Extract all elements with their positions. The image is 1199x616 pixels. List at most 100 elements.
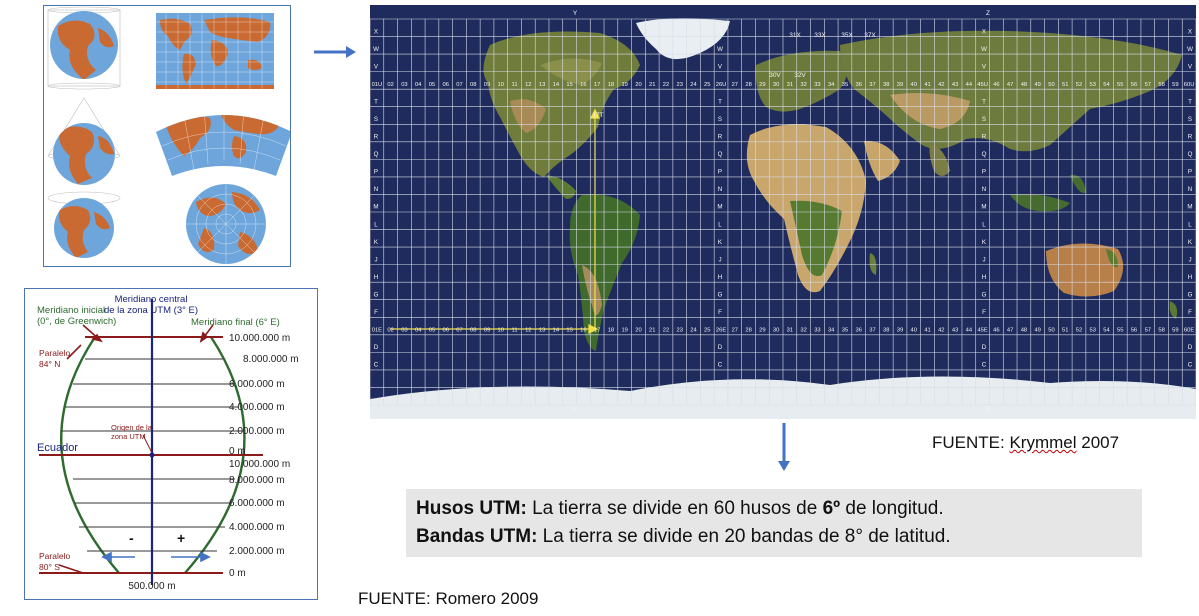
zone-number-label: 42 xyxy=(938,82,944,88)
zone-number-label: 05 xyxy=(429,82,435,88)
band-letter-label: M xyxy=(981,204,986,211)
down-arrow-icon xyxy=(778,423,790,471)
utm-grid xyxy=(370,18,1196,406)
bandas-text: La tierra se divide en 20 bandas de 8° d… xyxy=(537,526,951,547)
zone-number-label: 34 xyxy=(828,82,835,88)
band-letter-label: V xyxy=(374,63,379,70)
zone-number-label: 23 xyxy=(677,82,683,88)
zone-number-label: 28 xyxy=(745,328,751,334)
zone-number-label: 46 xyxy=(993,82,999,88)
initial-meridian-label: Meridiano inicial xyxy=(37,305,105,316)
zone-number-label: 58 xyxy=(1158,328,1164,334)
zone-number-label: 17 xyxy=(594,82,600,88)
zone-number-label: 25 xyxy=(704,328,710,334)
northing-label: 10.000.000 m xyxy=(229,333,290,344)
highlighted-zone-label: 17T xyxy=(592,112,603,119)
zone-number-label: 01E xyxy=(372,328,382,334)
utm-grid-map: Y Z X X X X W W W W V V V V 01U 02 03 04 05 06 07 08 09 10 11 12 1… xyxy=(370,5,1196,419)
band-letter-label: K xyxy=(982,239,987,246)
zone-number-label: 14 xyxy=(553,82,560,88)
band-letter-label: S xyxy=(982,116,986,123)
band-letter-label: G xyxy=(374,291,379,298)
polar-zone-label: Z xyxy=(986,10,990,17)
central-meridian-label-2: de la zona UTM (3° E) xyxy=(104,305,198,316)
band-letter-label: G xyxy=(718,291,723,298)
band-letter-label: M xyxy=(1187,204,1192,211)
utm-world-map: Y Z X X X X W W W W V V V V 01U 02 03 04 05 06 07 08 09 10 11 12 1… xyxy=(370,5,1196,419)
band-letter-label: C xyxy=(374,362,379,369)
zone-number-label: 44 xyxy=(966,328,973,334)
zone-number-label: 53 xyxy=(1090,82,1096,88)
azimuthal-projection-globe xyxy=(47,191,121,258)
zone-number-label: 10 xyxy=(498,82,504,88)
utm-definition-box: Husos UTM: La tierra se divide en 60 hus… xyxy=(406,489,1142,557)
zone-number-label: 50 xyxy=(1048,328,1054,334)
zone-number-label: 01U xyxy=(372,82,383,88)
utm-zone-drawing: Meridiano central de la zona UTM (3° E) … xyxy=(37,294,299,592)
zone-number-label: 21 xyxy=(649,82,655,88)
zone-number-label: 22 xyxy=(663,82,669,88)
zone-number-label: 59 xyxy=(1172,82,1178,88)
zone-number-label: 25 xyxy=(704,82,710,88)
zone-number-label: 38 xyxy=(883,82,889,88)
zone-number-label: 36 xyxy=(855,328,861,334)
zone-number-label: 05 xyxy=(429,328,435,334)
band-letter-label: Q xyxy=(982,151,987,158)
zone-number-label: 36 xyxy=(855,82,861,88)
zone-number-label: 27 xyxy=(732,328,738,334)
band-letter-label: C xyxy=(1188,362,1193,369)
zone-number-label: 03 xyxy=(401,328,407,334)
band-letter-label: N xyxy=(718,186,722,193)
zone-number-label: 33 xyxy=(814,328,820,334)
band-letter-label: V xyxy=(718,63,723,70)
zone-number-label: 47 xyxy=(1007,328,1013,334)
zone-number-label: 48 xyxy=(1021,328,1027,334)
zone-number-label: 56 xyxy=(1131,82,1137,88)
band-letter-label: L xyxy=(1188,221,1192,228)
zone-number-label: 26E xyxy=(716,328,726,334)
final-meridian-label: Meridiano final (6° E) xyxy=(191,317,280,328)
northing-label: 0 m xyxy=(229,568,246,579)
central-meridian-label: Meridiano central xyxy=(115,294,188,305)
zone-number-label: 55 xyxy=(1117,328,1123,334)
zone-number-label: 57 xyxy=(1145,328,1151,334)
band-letter-label: T xyxy=(718,98,722,105)
zone-number-label: 48 xyxy=(1021,82,1027,88)
zone-number-label: 39 xyxy=(897,82,903,88)
conic-projection-globe xyxy=(47,97,121,185)
zone-number-label: 10 xyxy=(498,328,504,334)
source-caption-romero: FUENTE: Romero 2009 xyxy=(358,589,539,608)
band-letter-label: X xyxy=(1188,28,1192,35)
cylindrical-flat-map xyxy=(156,13,274,89)
zone-number-label: 08 xyxy=(470,328,476,334)
zone-number-label: 17 xyxy=(594,328,600,334)
band-letter-label: K xyxy=(718,239,723,246)
band-letter-label: J xyxy=(982,256,985,263)
band-letter-label: J xyxy=(1188,256,1191,263)
zone-number-label: 19 xyxy=(621,328,627,334)
northing-label: 2.000.000 m xyxy=(229,426,285,437)
special-zone-label: 37X xyxy=(864,32,876,39)
zone-number-label: 49 xyxy=(1034,82,1040,88)
zone-number-label: 54 xyxy=(1103,82,1110,88)
band-letter-label: F xyxy=(718,309,722,316)
band-letter-label: W xyxy=(717,46,723,53)
zone-number-label: 23 xyxy=(677,328,683,334)
zone-number-label: 38 xyxy=(883,328,889,334)
zone-pointer-lines xyxy=(390,108,600,334)
zone-number-label: 28 xyxy=(745,82,751,88)
zone-number-label: 08 xyxy=(470,82,476,88)
zone-number-label: 43 xyxy=(952,82,958,88)
source-year: 2007 xyxy=(1076,433,1120,452)
zone-number-label: 32 xyxy=(800,82,806,88)
husos-text-end: de longitud. xyxy=(840,498,944,519)
band-letter-label: W xyxy=(373,46,379,53)
zone-number-label: 24 xyxy=(690,82,697,88)
zone-number-label: 12 xyxy=(525,82,531,88)
zone-number-label: 22 xyxy=(663,328,669,334)
parallel-north-label-2: 84° N xyxy=(39,359,60,369)
husos-text: La tierra se divide en 60 husos de xyxy=(532,498,823,519)
zone-number-label: 31 xyxy=(787,82,793,88)
bandas-term: Bandas UTM: xyxy=(416,526,538,547)
band-letter-label: Q xyxy=(718,151,723,158)
